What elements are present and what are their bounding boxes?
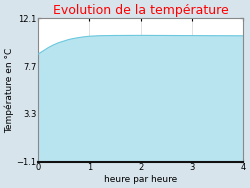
X-axis label: heure par heure: heure par heure (104, 175, 177, 184)
Title: Evolution de la température: Evolution de la température (53, 4, 229, 17)
Y-axis label: Température en °C: Température en °C (4, 47, 14, 133)
